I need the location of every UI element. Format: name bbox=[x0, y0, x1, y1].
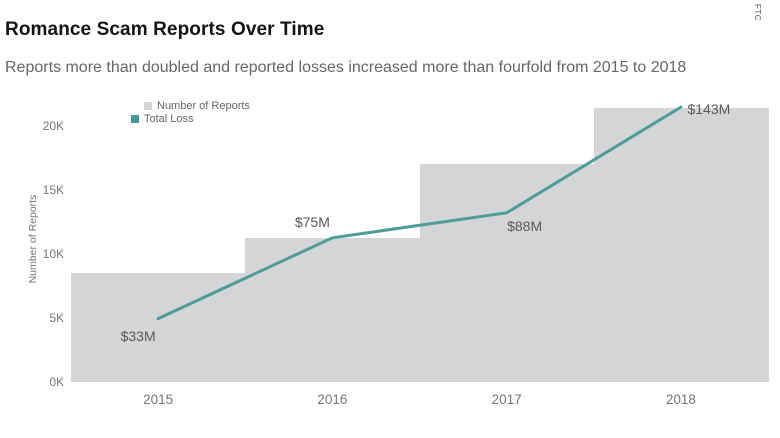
legend-item: Number of Reports bbox=[131, 100, 250, 112]
chart-subtitle: Reports more than doubled and reported l… bbox=[5, 59, 687, 76]
legend: Number of Reports Total Loss bbox=[131, 100, 250, 126]
total-loss-line-layer bbox=[156, 105, 683, 321]
total-loss-line bbox=[156, 105, 683, 321]
loss-annotation-2017: $88M bbox=[507, 217, 543, 234]
report-bar-2018 bbox=[593, 107, 769, 382]
report-bar-2016 bbox=[245, 238, 420, 382]
plot-area: $33M $75M $88M $143M bbox=[71, 100, 769, 382]
report-bar-2017 bbox=[419, 164, 595, 382]
source-attribution: FTC bbox=[753, 4, 762, 22]
loss-annotation-2016: $75M bbox=[294, 213, 330, 230]
loss-annotation-2015: $33M bbox=[120, 327, 156, 344]
y-axis-tick-label: 5K bbox=[49, 310, 64, 325]
chart-title: Romance Scam Reports Over Time bbox=[5, 19, 325, 40]
y-axis-tick-label: 10K bbox=[42, 246, 64, 261]
x-axis-tick-label-2016: 2016 bbox=[317, 392, 348, 407]
legend-swatch-icon bbox=[131, 115, 139, 123]
y-axis-tick-label: 0K bbox=[49, 375, 64, 389]
y-axis-tick-label: 15K bbox=[42, 182, 64, 197]
y-axis-tick-label: 20K bbox=[42, 118, 64, 133]
legend-label: Total Loss bbox=[144, 113, 194, 125]
loss-annotation-2018: $143M bbox=[687, 101, 731, 118]
legend-label: Number of Reports bbox=[157, 100, 250, 112]
y-axis-title: Number of Reports bbox=[27, 194, 39, 284]
x-axis-tick-label-2018: 2018 bbox=[665, 392, 696, 407]
legend-item: Total Loss bbox=[131, 113, 250, 125]
x-axis-tick-label-2017: 2017 bbox=[491, 392, 522, 407]
x-axis-tick-label-2015: 2015 bbox=[143, 392, 174, 407]
legend-swatch-icon bbox=[144, 102, 152, 110]
